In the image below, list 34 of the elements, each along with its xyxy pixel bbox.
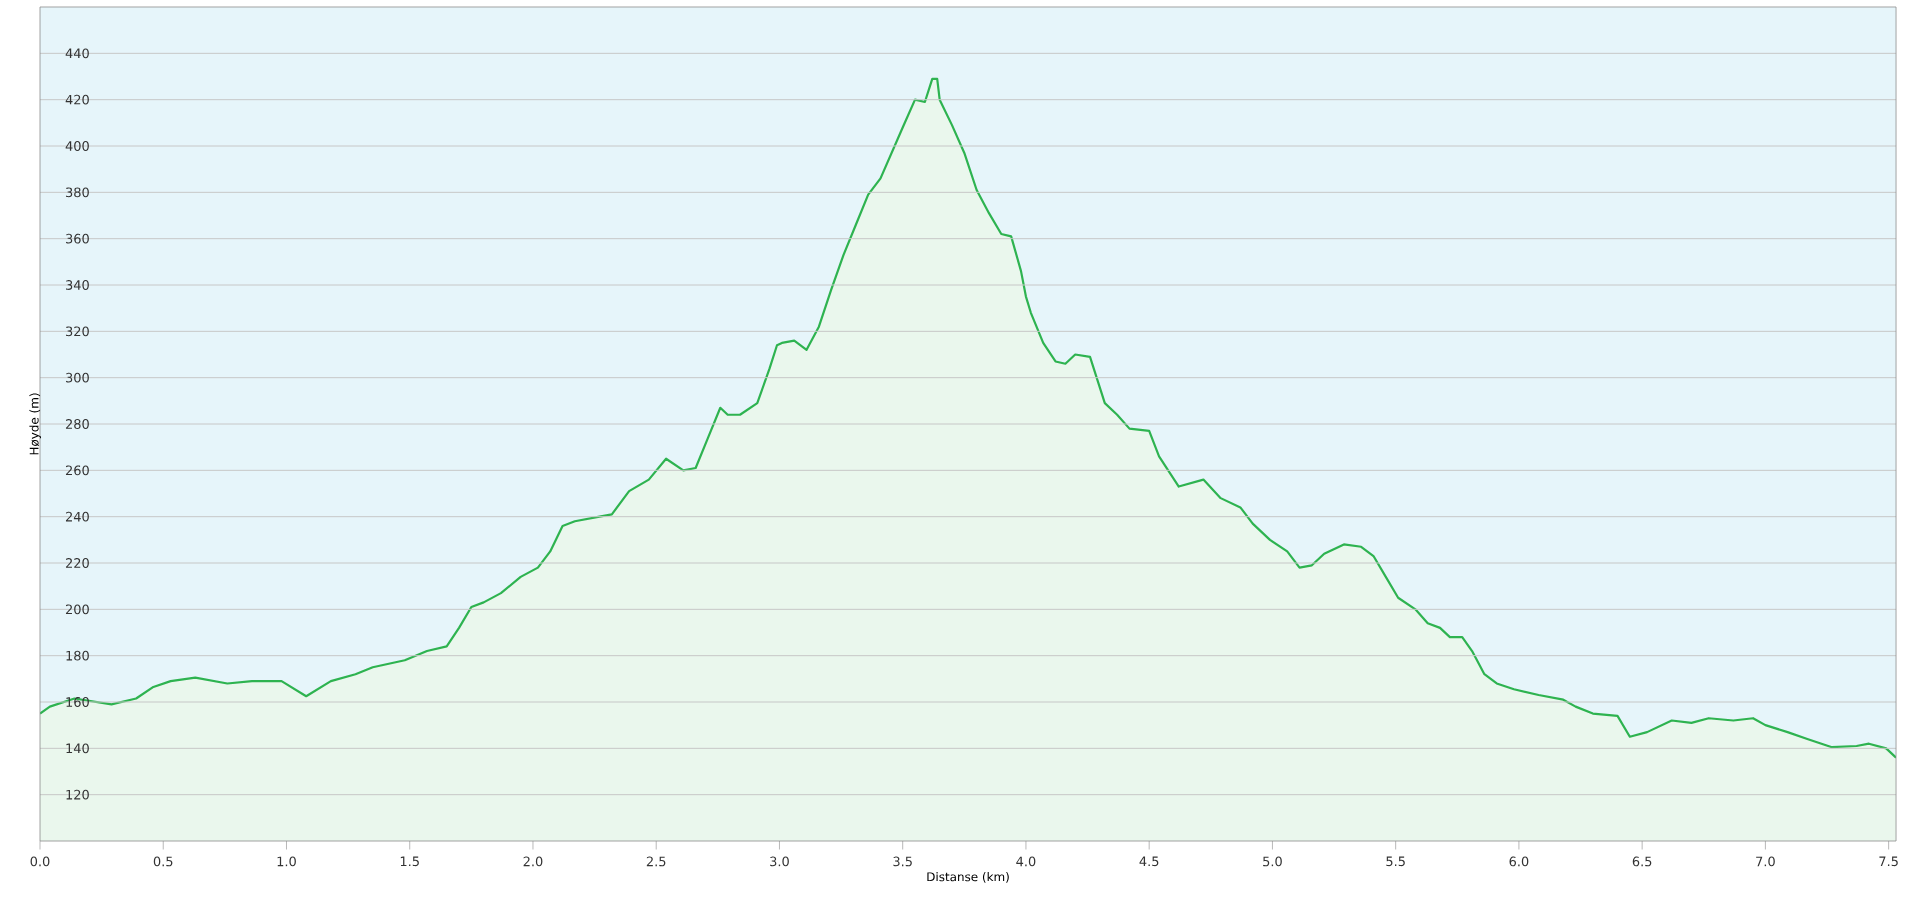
x-tick-label: 6.0 [1509, 856, 1529, 867]
y-tick-label: 380 [66, 187, 89, 198]
x-tick-label: 3.0 [770, 856, 789, 867]
y-tick-label: 180 [66, 650, 89, 661]
y-tick-label: 360 [66, 233, 89, 244]
x-tick-label: 5.0 [1263, 856, 1282, 867]
x-tick-label: 4.0 [1016, 856, 1036, 867]
y-tick-label: 340 [66, 280, 89, 290]
y-tick-label: 260 [65, 465, 89, 476]
y-tick-label: 140 [66, 743, 89, 754]
y-tick-label: 240 [65, 511, 89, 522]
x-tick-label: 7.0 [1756, 856, 1775, 867]
x-tick-label: 0.0 [30, 856, 50, 867]
y-tick-label: 120 [66, 789, 89, 800]
y-tick-label: 280 [65, 419, 89, 429]
x-tick-label: 4.5 [1139, 856, 1159, 867]
y-tick-label: 440 [65, 48, 89, 59]
x-tick-label: 0.5 [153, 856, 173, 867]
y-tick-label: 420 [65, 94, 89, 105]
y-axis-title: Høyde (m) [29, 393, 41, 455]
y-tick-label: 300 [66, 372, 89, 383]
y-tick-label: 400 [65, 141, 89, 151]
x-tick-label: 2.5 [646, 856, 666, 867]
y-tick-label: 320 [66, 326, 89, 337]
x-tick-label: 3.5 [893, 856, 912, 867]
x-tick-label: 6.5 [1632, 856, 1652, 867]
x-tick-label: 1.0 [277, 856, 296, 867]
x-axis-title: Distanse (km) [927, 872, 1009, 883]
x-tick-label: 2.0 [523, 856, 543, 867]
x-tick-label: 5.5 [1386, 856, 1405, 867]
y-tick-label: 220 [65, 558, 89, 568]
x-tick-label: 7.5 [1879, 856, 1898, 867]
y-tick-label: 200 [65, 604, 89, 615]
x-tick-label: 1.5 [400, 856, 419, 867]
